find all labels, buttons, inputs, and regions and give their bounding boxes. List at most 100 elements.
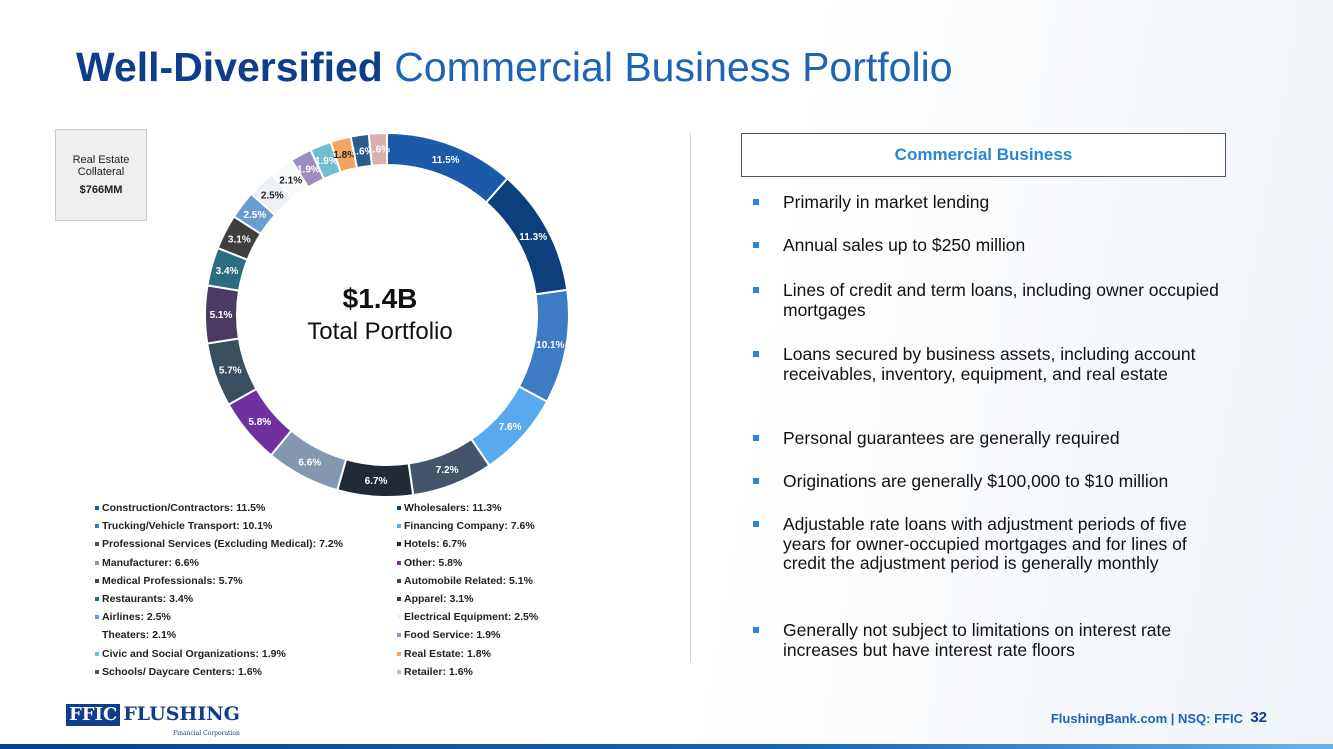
slice-data-label: 1.6% — [351, 146, 374, 157]
center-total-value: $1.4B — [342, 283, 418, 314]
legend-label: Apparel: 3.1% — [404, 593, 474, 605]
slice-data-label: 1.9% — [315, 156, 338, 167]
bullet-square-icon — [753, 435, 759, 441]
legend-swatch — [95, 633, 99, 638]
legend-item: Theaters: 2.1% — [95, 629, 176, 641]
legend-label: Restaurants: 3.4% — [102, 593, 194, 605]
logo-name: FLUSHING — [123, 703, 240, 725]
legend-swatch — [95, 542, 99, 547]
legend-swatch — [397, 615, 401, 620]
feature-bullet: Generally not subject to limitations on … — [750, 620, 1220, 660]
bullet-square-icon — [753, 351, 759, 357]
legend-item: Retailer: 1.6% — [397, 666, 473, 678]
center-total-label: Total Portfolio — [307, 318, 453, 345]
legend-swatch — [397, 597, 401, 601]
legend-swatch — [95, 578, 99, 583]
slice-data-label: 6.6% — [298, 457, 321, 468]
bullet-text: Lines of credit and term loans, includin… — [783, 280, 1219, 320]
slice-data-label: 5.8% — [248, 417, 271, 428]
legend-item: Schools/ Daycare Centers: 1.6% — [95, 666, 262, 678]
slice-data-label: 3.1% — [228, 235, 251, 246]
legend-item: Construction/Contractors: 11.5% — [95, 502, 265, 514]
legend-label: Trucking/Vehicle Transport: 10.1% — [102, 520, 273, 533]
slice-data-label: 11.5% — [432, 155, 460, 166]
legend-item: Civic and Social Organizations: 1.9% — [95, 648, 286, 660]
legend-item: Real Estate: 1.8% — [397, 648, 491, 660]
legend-label: Financing Company: 7.6% — [404, 520, 535, 533]
legend-swatch — [397, 560, 401, 565]
legend-label: Manufacturer: 6.6% — [102, 556, 199, 569]
donut-slice — [367, 131, 388, 167]
slice-data-label: 5.7% — [219, 365, 242, 376]
bullet-square-icon — [753, 521, 759, 527]
logo-ffic-mark: FFIC — [66, 704, 121, 726]
slice-data-label: 7.6% — [499, 422, 522, 433]
bullet-square-icon — [753, 627, 759, 633]
feature-bullet: Adjustable rate loans with adjustment pe… — [750, 514, 1220, 574]
logo-wordmark: FLUSHING Financial Corporation — [123, 703, 240, 737]
legend-item: Financing Company: 7.6% — [397, 520, 535, 532]
legend-item: Restaurants: 3.4% — [95, 593, 193, 605]
collateral-callout: Real Estate Collateral $766MM — [55, 129, 147, 221]
legend-item: Wholesalers: 11.3% — [397, 502, 501, 514]
legend-swatch — [95, 597, 99, 601]
page-title-rest: Commercial Business Portfolio — [394, 44, 953, 90]
legend-label: Schools/ Daycare Centers: 1.6% — [102, 665, 262, 678]
bullet-text: Primarily in market lending — [783, 192, 990, 212]
slice-data-label: 2.1% — [279, 175, 302, 186]
page-number: 32 — [1250, 709, 1267, 726]
bullet-square-icon — [753, 199, 759, 205]
bullet-square-icon — [753, 242, 759, 248]
legend-item: Hotels: 6.7% — [397, 538, 466, 550]
legend-item: Automobile Related: 5.1% — [397, 575, 533, 587]
bullet-square-icon — [753, 287, 759, 293]
feature-bullet: Loans secured by business assets, includ… — [750, 344, 1220, 384]
page-title-bold: Well-Diversified — [76, 44, 383, 90]
legend-label: Automobile Related: 5.1% — [404, 574, 533, 587]
legend-swatch — [397, 669, 401, 674]
legend-label: Theaters: 2.1% — [102, 629, 177, 642]
legend-item: Food Service: 1.9% — [397, 629, 500, 641]
feature-bullet: Annual sales up to $250 million — [750, 235, 1220, 256]
legend-item: Professional Services (Excluding Medical… — [95, 538, 343, 550]
legend-swatch — [95, 506, 99, 510]
legend-swatch — [397, 651, 401, 656]
slice-data-label: 10.1% — [536, 340, 564, 351]
collateral-value: $766MM — [79, 184, 123, 196]
bullet-square-icon — [753, 478, 759, 484]
legend-swatch — [397, 633, 401, 638]
bullet-text: Annual sales up to $250 million — [783, 235, 1026, 255]
bullet-text: Originations are generally $100,000 to $… — [783, 471, 1169, 491]
legend-item: Manufacturer: 6.6% — [95, 557, 199, 569]
legend-label: Construction/Contractors: 11.5% — [102, 502, 266, 514]
legend-label: Electrical Equipment: 2.5% — [404, 611, 539, 624]
bullet-text: Personal guarantees are generally requir… — [783, 428, 1120, 448]
bullet-text: Loans secured by business assets, includ… — [783, 344, 1196, 384]
page-title: Well-Diversified Commercial Business Por… — [76, 44, 953, 91]
legend-label: Retailer: 1.6% — [404, 665, 473, 678]
legend-swatch — [95, 524, 99, 529]
feature-bullet: Primarily in market lending — [750, 192, 1220, 213]
slice-data-label: 5.1% — [210, 310, 233, 321]
slice-data-label: 2.5% — [243, 210, 266, 221]
vertical-divider — [690, 132, 691, 662]
legend-label: Hotels: 6.7% — [404, 538, 467, 551]
donut-slice — [386, 131, 509, 204]
slice-data-label: 2.5% — [261, 191, 284, 202]
legend-label: Real Estate: 1.8% — [404, 647, 491, 660]
legend-label: Other: 5.8% — [404, 556, 463, 569]
panel-heading: Commercial Business — [741, 133, 1226, 177]
feature-bullet: Originations are generally $100,000 to $… — [750, 471, 1220, 492]
legend-label: Civic and Social Organizations: 1.9% — [102, 647, 286, 660]
logo-subtitle: Financial Corporation — [173, 730, 240, 737]
legend-label: Professional Services (Excluding Medical… — [102, 538, 344, 551]
legend-item: Medical Professionals: 5.7% — [95, 575, 243, 587]
bottom-accent-bar — [0, 744, 1333, 749]
legend-label: Airlines: 2.5% — [102, 611, 171, 624]
slice-data-label: 1.9% — [297, 164, 320, 175]
slice-data-label: 7.2% — [436, 465, 459, 476]
legend-label: Food Service: 1.9% — [404, 629, 501, 642]
legend-swatch — [95, 669, 99, 674]
legend-swatch — [397, 506, 401, 510]
legend-item: Trucking/Vehicle Transport: 10.1% — [95, 520, 272, 532]
